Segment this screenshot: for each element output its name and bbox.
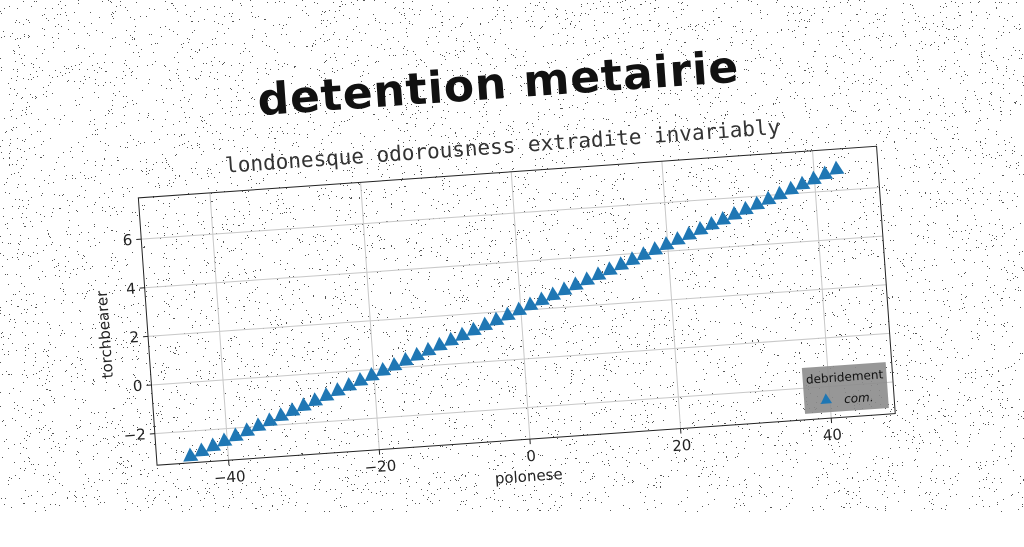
legend-series-label: com. <box>844 390 874 406</box>
y-tick-label: 2 <box>129 328 140 347</box>
y-gridline <box>151 333 889 385</box>
legend: debridement com. <box>802 362 889 414</box>
x-tick-label: −40 <box>213 467 246 487</box>
x-tick-label: 20 <box>672 436 692 455</box>
y-tick-label: 4 <box>126 279 137 298</box>
x-axis-label: polonese <box>494 465 563 488</box>
y-gridline <box>145 236 883 288</box>
y-tick-label: 6 <box>122 231 133 250</box>
x-tick-label: 0 <box>526 447 537 466</box>
x-tick-label: −20 <box>364 457 397 477</box>
y-axis-label: torchbearer <box>93 289 117 379</box>
data-point <box>828 160 844 175</box>
y-tick-label: −2 <box>123 425 146 444</box>
y-tick-label: 0 <box>132 377 143 396</box>
x-tick-label: 40 <box>822 425 842 444</box>
